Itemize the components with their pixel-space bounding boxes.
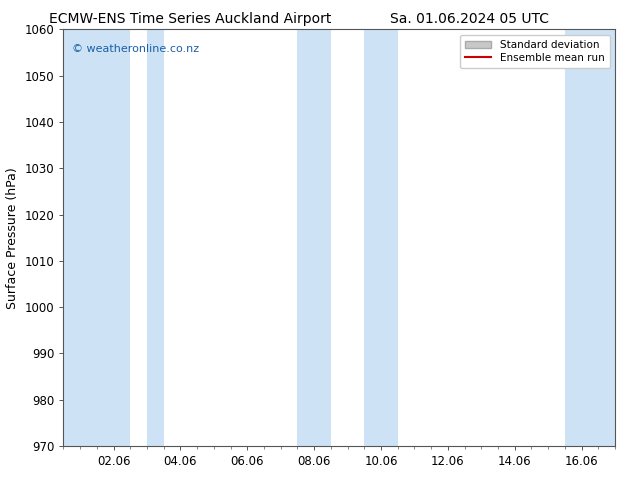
Legend: Standard deviation, Ensemble mean run: Standard deviation, Ensemble mean run bbox=[460, 35, 610, 68]
Bar bbox=[365, 29, 398, 446]
Y-axis label: Surface Pressure (hPa): Surface Pressure (hPa) bbox=[6, 167, 19, 309]
Text: Sa. 01.06.2024 05 UTC: Sa. 01.06.2024 05 UTC bbox=[390, 12, 548, 26]
Bar bbox=[147, 29, 164, 446]
Bar bbox=[565, 29, 598, 446]
Bar bbox=[598, 29, 615, 446]
Text: ECMW-ENS Time Series Auckland Airport: ECMW-ENS Time Series Auckland Airport bbox=[49, 12, 332, 26]
Bar bbox=[63, 29, 130, 446]
Text: © weatheronline.co.nz: © weatheronline.co.nz bbox=[72, 44, 199, 54]
Bar bbox=[297, 29, 331, 446]
